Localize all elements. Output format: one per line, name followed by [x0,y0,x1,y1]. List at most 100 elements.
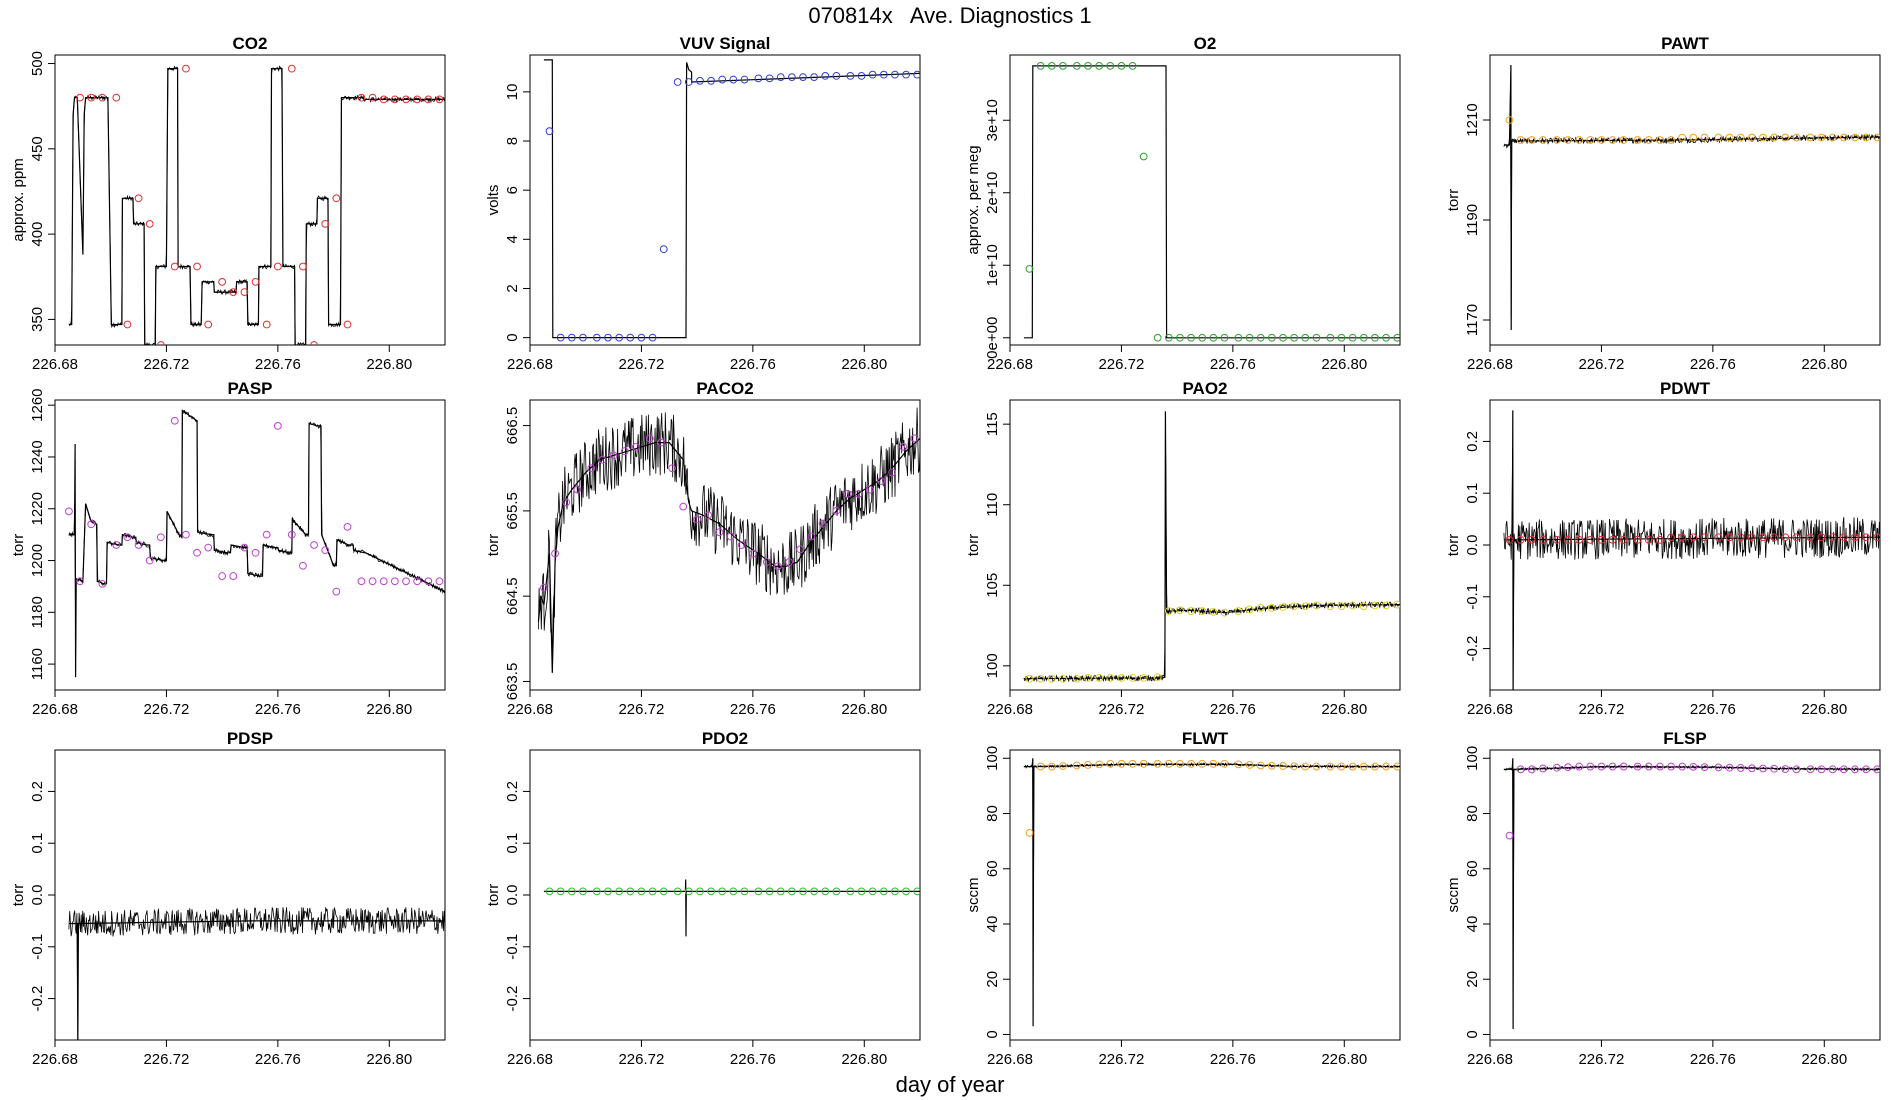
data-point [1312,601,1321,610]
x-tick-label: 226.72 [1098,701,1144,718]
data-point [193,548,201,557]
x-axis-label: day of year [895,1072,1005,1097]
data-point [737,541,746,549]
data-point [1117,759,1126,768]
data-point [609,451,618,460]
data-point [1700,133,1709,142]
data-point [1348,762,1357,771]
data-point [1552,763,1561,772]
data-point [310,541,318,549]
data-point [818,519,827,528]
data-point [1564,535,1572,544]
x-tick-label: 226.72 [618,356,664,373]
data-point [273,421,282,430]
data-point [567,333,576,342]
data-point [776,73,785,82]
data-point [134,541,143,549]
data-point [1806,133,1815,142]
data-point [1505,535,1514,544]
data-point [218,277,227,286]
data-point [891,70,899,79]
y-tick-label: 105 [984,573,1001,598]
x-tick-label: 226.68 [987,1051,1033,1068]
panel-vuv-signal: VUV Signal 226.68 226.72 226.76 226.80 0 2 4 6 8 1… [485,34,921,373]
data-point [1025,828,1034,837]
data-point [567,887,576,896]
data-point [1644,535,1653,544]
data-point [1586,136,1595,144]
data-point [123,320,132,329]
data-point [637,333,646,342]
data-point [1516,535,1525,544]
data-point [1187,759,1195,768]
data-point [865,485,874,494]
data-point [854,489,863,498]
noise-trace [538,407,920,663]
plot-frame [1009,399,1401,691]
plot-area [1023,61,1400,342]
data-point [1586,535,1595,544]
data-point [1633,762,1642,771]
y-tick-label: 80 [1464,805,1481,822]
data-point [799,887,807,896]
data-point [1025,264,1034,273]
data-point [592,333,601,342]
data-point [846,887,855,896]
data-point [1678,133,1687,142]
data-point [1337,762,1346,771]
y-tick-label: 100 [1464,746,1481,771]
series-line [68,920,445,1040]
data-point [343,320,352,329]
panel-pdo2: PDO2 226.68 226.72 226.76 226.80 -0.2 -0.1 0.0 0… [485,729,921,1068]
data-point [604,333,612,342]
data-point [134,194,143,203]
data-point [1326,762,1335,771]
data-point [287,64,296,73]
data-point [787,887,796,896]
plot-frame [1009,54,1401,346]
panel-title: PDWT [1660,379,1711,398]
y-tick-label: 1240 [29,440,46,473]
data-point [1348,333,1357,342]
data-point [877,477,885,485]
data-point [1371,333,1379,342]
data-point [1326,602,1335,611]
data-point [726,532,735,541]
data-point [1633,535,1642,544]
data-point [1689,533,1698,542]
data-point [262,320,271,329]
plot-area [68,906,445,1040]
x-tick-label: 226.76 [730,356,776,373]
data-point [424,577,433,586]
panel-o2: O2 226.68 226.72 226.76 226.80 0e+00 1e+10 2e+1… [965,34,1401,373]
data-point [76,577,84,586]
data-point [1047,61,1056,70]
data-point [182,64,190,73]
data-point [718,75,727,84]
plot-area [1023,411,1400,683]
data-point [1608,762,1617,771]
data-point [796,545,805,554]
y-tick-label: 0.1 [1464,483,1481,504]
x-tick-label: 226.80 [1801,1051,1847,1068]
noise-trace [1503,762,1880,932]
data-point [1084,61,1092,70]
data-point [1220,608,1229,617]
data-point [1059,674,1067,683]
panel-title: FLSP [1663,729,1706,748]
data-point [891,887,899,896]
data-point [740,887,749,896]
data-point [1072,61,1081,70]
data-point [573,485,582,494]
data-point [902,70,910,79]
panel-title: PASP [227,379,272,398]
data-point [1586,762,1595,771]
data-point [402,577,410,586]
y-tick-label: 10 [504,84,521,101]
data-point [832,887,841,896]
data-point [1505,831,1514,840]
data-point [1725,533,1734,542]
data-point [740,75,749,84]
y-tick-label: -0.2 [504,986,521,1012]
panel-title: VUV Signal [680,34,771,53]
